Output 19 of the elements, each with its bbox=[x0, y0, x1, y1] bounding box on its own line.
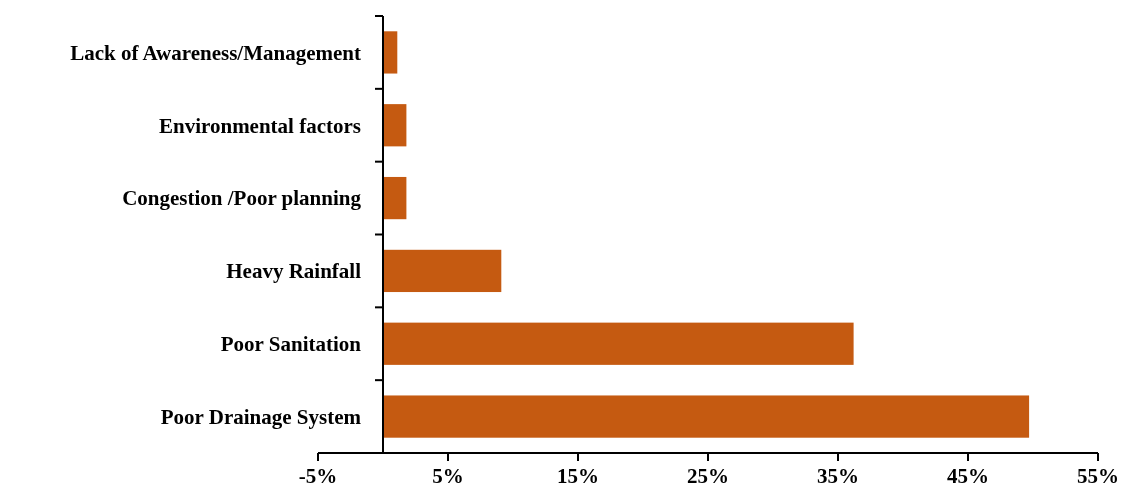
x-tick-label: -5% bbox=[298, 464, 338, 488]
x-tick-label: 15% bbox=[557, 464, 599, 488]
x-tick-label: 45% bbox=[947, 464, 989, 488]
bar bbox=[383, 31, 398, 74]
bar bbox=[383, 176, 407, 220]
bar bbox=[383, 104, 407, 147]
x-tick-label: 25% bbox=[687, 464, 729, 488]
y-tick-label: Poor Drainage System bbox=[160, 404, 362, 429]
y-tick-label: Poor Sanitation bbox=[220, 332, 362, 357]
bar bbox=[383, 322, 854, 365]
y-tick-label: Heavy Rainfall bbox=[226, 259, 362, 284]
x-tick-label: 55% bbox=[1077, 464, 1119, 488]
y-tick-label: Lack of Awareness/Management bbox=[70, 40, 361, 65]
y-tick-label: Environmental factors bbox=[158, 113, 361, 138]
bar bbox=[383, 249, 502, 293]
x-tick-label: 5% bbox=[432, 464, 464, 488]
x-tick-label: 35% bbox=[817, 464, 859, 488]
y-tick-label: Congestion /Poor planning bbox=[122, 186, 362, 211]
bar bbox=[383, 395, 1030, 438]
